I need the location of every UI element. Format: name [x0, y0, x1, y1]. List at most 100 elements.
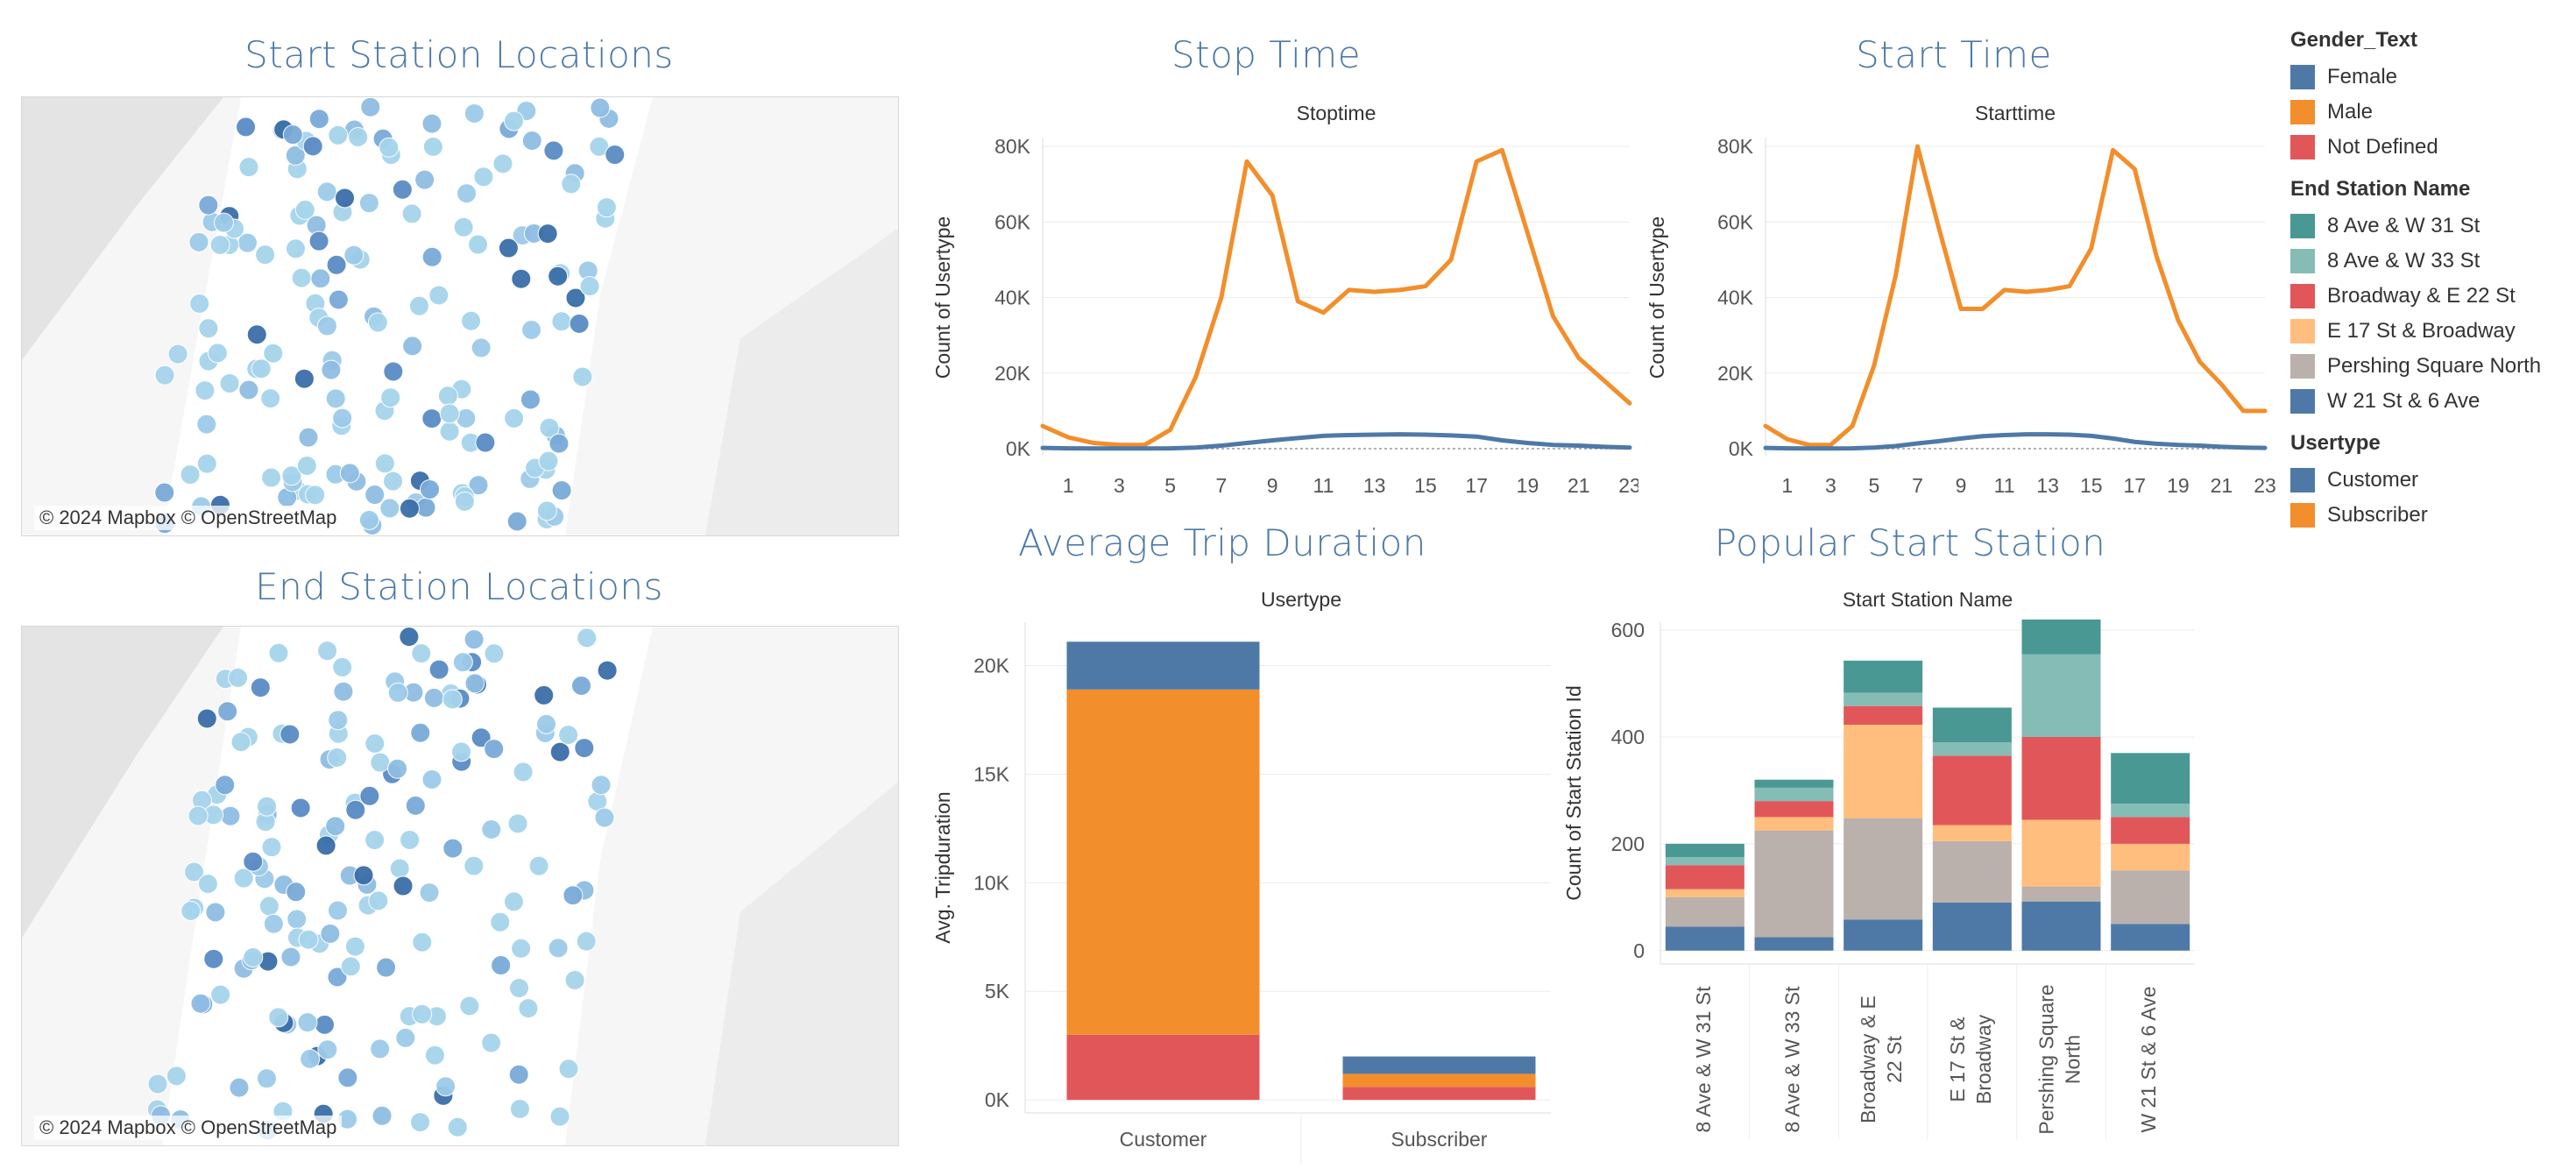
station-dot	[464, 673, 485, 694]
legend-item[interactable]: Female	[2290, 60, 2571, 95]
station-dot	[507, 813, 528, 834]
bar-segment	[2111, 924, 2190, 951]
station-dot	[442, 838, 464, 859]
station-dot	[282, 124, 303, 145]
station-dot	[509, 978, 530, 999]
avg-trip-duration-chart[interactable]: Usertype 0K 5K 10K 15K 20K Customer Subscriber A…	[920, 578, 1551, 1165]
bar-segment	[1754, 801, 1834, 818]
map-attribution: © 2024 Mapbox © OpenStreetMap	[34, 1116, 343, 1140]
station-dot	[230, 732, 251, 753]
station-dot	[551, 311, 572, 332]
station-dot	[302, 136, 323, 157]
bar-segment	[2111, 817, 2190, 844]
x-tick-label: 9	[1956, 474, 1967, 497]
station-dot	[190, 993, 211, 1014]
station-dot	[370, 1038, 391, 1059]
station-dot	[484, 643, 505, 664]
series-line	[1040, 432, 1632, 451]
station-dot	[422, 136, 443, 157]
start-station-map[interactable]: © 2024 Mapbox © OpenStreetMap	[21, 96, 899, 536]
x-tick-label: Customer	[1120, 1128, 1207, 1151]
legend-item[interactable]: Pershing Square North	[2290, 349, 2571, 384]
station-dot	[246, 324, 267, 345]
usertype-legend: Usertype Customer Subscriber	[2290, 429, 2571, 533]
station-dot	[576, 931, 597, 952]
station-dot	[372, 1105, 393, 1126]
station-dot	[537, 223, 558, 244]
bar-segment	[1066, 1034, 1260, 1101]
station-dot	[503, 891, 524, 912]
legend-item[interactable]: W 21 St & 6 Ave	[2290, 384, 2571, 419]
y-tick-label: 0K	[1729, 437, 1754, 460]
station-dot	[220, 805, 241, 826]
series-line	[1763, 144, 2268, 448]
avg-trip-title: Average Trip Duration	[1018, 521, 1426, 564]
station-dot	[392, 179, 413, 200]
station-dot	[250, 677, 271, 698]
station-dot	[364, 830, 386, 851]
legend-item[interactable]: 8 Ave & W 33 St	[2290, 244, 2571, 279]
station-dot	[471, 727, 492, 748]
station-dot	[188, 231, 209, 252]
legend-item[interactable]: Not Defined	[2290, 130, 2571, 165]
station-dot	[305, 485, 326, 506]
x-tick-label: 19	[1517, 474, 1539, 497]
legend-item[interactable]: E 17 St & Broadway	[2290, 314, 2571, 349]
end-station-map[interactable]: © 2024 Mapbox © OpenStreetMap	[21, 626, 899, 1146]
station-dot	[203, 948, 224, 969]
bar-segment	[1844, 660, 1923, 693]
chart-title: Usertype	[1261, 588, 1341, 611]
station-dot	[326, 254, 347, 275]
station-dot	[419, 478, 440, 499]
station-dot	[180, 464, 201, 485]
station-dot	[260, 388, 281, 409]
station-dot	[243, 947, 264, 968]
station-dot	[459, 995, 480, 1017]
legend-item[interactable]: Subscriber	[2290, 498, 2571, 533]
station-dot	[481, 1032, 502, 1053]
end-map-title: End Station Locations	[255, 565, 663, 608]
x-tick-label: 23	[1618, 474, 1638, 497]
start-map-canvas	[22, 97, 898, 535]
legend-item[interactable]: 8 Ave & W 31 St	[2290, 209, 2571, 244]
bar-segment	[2021, 886, 2101, 902]
station-dot	[511, 938, 532, 959]
legend-swatch	[2290, 249, 2315, 273]
station-dot	[442, 689, 463, 710]
station-dot	[428, 659, 449, 680]
legend-item[interactable]: Customer	[2290, 463, 2571, 498]
usertype-legend-title: Usertype	[2290, 431, 2381, 455]
station-dot	[534, 684, 555, 705]
station-dot	[492, 153, 513, 174]
station-dot	[238, 157, 259, 178]
x-tick-label: 17	[2124, 474, 2147, 497]
y-tick-label: 0K	[985, 1088, 1010, 1111]
station-dot	[389, 858, 410, 879]
station-dot	[268, 1007, 289, 1028]
station-dot	[308, 230, 329, 252]
bar-segment	[1844, 919, 1923, 951]
x-tick-label: North	[2062, 1035, 2084, 1084]
station-dot	[251, 358, 272, 379]
x-tick-label: 13	[1363, 474, 1386, 497]
y-axis-label: Count of Usertype	[931, 216, 954, 379]
popular-start-station-chart[interactable]: Start Station Name 0 200 400 600 8 Ave & W 31…	[1551, 578, 2287, 1165]
bar-segment	[1932, 707, 2012, 743]
legend-label: Female	[2327, 65, 2398, 89]
station-dot	[233, 868, 254, 889]
legend-item[interactable]: Broadway & E 22 St	[2290, 279, 2571, 314]
station-dot	[574, 738, 595, 759]
station-dot	[317, 641, 338, 662]
station-dot	[147, 1073, 168, 1095]
station-dot	[332, 656, 353, 677]
station-dot	[353, 865, 374, 886]
x-tick-label: Broadway	[1972, 1014, 1995, 1104]
station-dot	[471, 337, 492, 358]
land-area	[705, 782, 898, 1145]
station-dot	[207, 343, 228, 364]
legend-item[interactable]: Male	[2290, 95, 2571, 130]
legend-label: Not Defined	[2327, 135, 2438, 159]
station-dot	[196, 453, 217, 474]
